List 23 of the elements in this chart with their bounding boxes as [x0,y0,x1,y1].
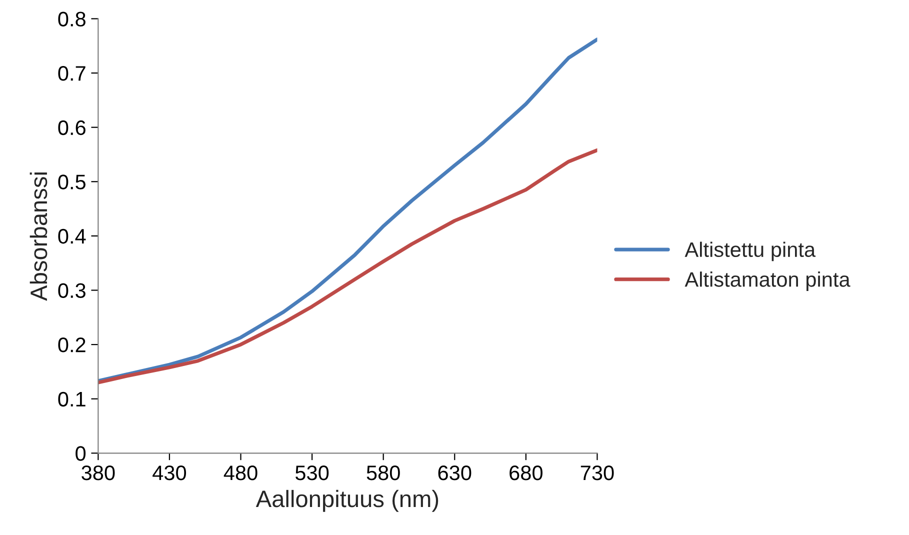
legend-label: Altistettu pinta [684,242,816,262]
y-tick-label: 0.1 [58,392,86,407]
y-tick-label: 0 [76,446,86,461]
y-tick-label: 0.8 [58,12,86,26]
x-tick-label: 730 [580,466,614,480]
x-tick-label: 430 [152,466,186,480]
x-tick-label: 630 [438,466,472,480]
line-series [98,38,598,383]
legend-label: Altistamaton pinta [684,272,850,291]
x-tick-label: 380 [82,466,115,480]
y-tick-label: 0.7 [58,66,86,81]
x-tick-label: 580 [366,466,400,480]
y-tick-label: 0.5 [58,174,86,190]
x-tick-label: 530 [296,466,329,480]
y-tick-label: 0.4 [58,228,86,244]
line-series [98,148,598,384]
y-axis-title: Absorbanssi [30,172,48,301]
x-tick-label: 480 [224,466,258,480]
y-tick-label: 0.2 [58,338,86,352]
y-tick-label: 0.6 [58,120,86,136]
x-axis-title: Aallonpituus (nm) [256,490,438,512]
y-tick-label: 0.3 [58,283,86,298]
x-tick-label: 680 [510,466,542,480]
